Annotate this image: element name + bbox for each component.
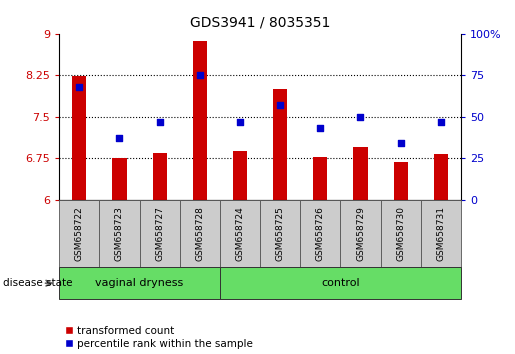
Text: GSM658723: GSM658723 [115,206,124,261]
Text: disease state: disease state [3,278,72,288]
Bar [353,147,368,200]
FancyBboxPatch shape [140,200,180,267]
Bar [393,162,408,200]
Point [236,119,244,125]
FancyBboxPatch shape [99,200,140,267]
Point [356,114,365,120]
FancyBboxPatch shape [300,200,340,267]
Bar [72,76,87,200]
Text: GSM658722: GSM658722 [75,206,84,261]
Bar [193,41,207,200]
FancyBboxPatch shape [59,267,220,299]
Point [276,102,284,108]
Bar [313,157,328,200]
Point [115,136,124,141]
FancyBboxPatch shape [260,200,300,267]
Text: GSM658728: GSM658728 [195,206,204,261]
Bar [112,159,127,200]
Point [156,119,164,125]
Text: GSM658731: GSM658731 [436,206,445,261]
FancyBboxPatch shape [59,200,99,267]
Point [397,141,405,146]
FancyBboxPatch shape [421,200,461,267]
Text: vaginal dryness: vaginal dryness [95,278,184,288]
Legend: transformed count, percentile rank within the sample: transformed count, percentile rank withi… [64,326,253,349]
FancyBboxPatch shape [220,200,260,267]
Text: control: control [321,278,359,288]
FancyBboxPatch shape [220,267,461,299]
Text: GSM658725: GSM658725 [276,206,285,261]
Title: GDS3941 / 8035351: GDS3941 / 8035351 [190,16,330,30]
FancyBboxPatch shape [180,200,220,267]
Bar [233,151,247,200]
Point [75,84,83,90]
Text: GSM658727: GSM658727 [155,206,164,261]
Point [437,119,445,125]
Bar [434,154,448,200]
Text: GSM658729: GSM658729 [356,206,365,261]
Text: GSM658724: GSM658724 [235,206,245,261]
FancyBboxPatch shape [381,200,421,267]
Text: GSM658730: GSM658730 [396,206,405,261]
Bar [152,153,167,200]
Text: GSM658726: GSM658726 [316,206,325,261]
FancyBboxPatch shape [340,200,381,267]
Bar [273,89,287,200]
Point [316,126,324,131]
Point [196,73,204,78]
